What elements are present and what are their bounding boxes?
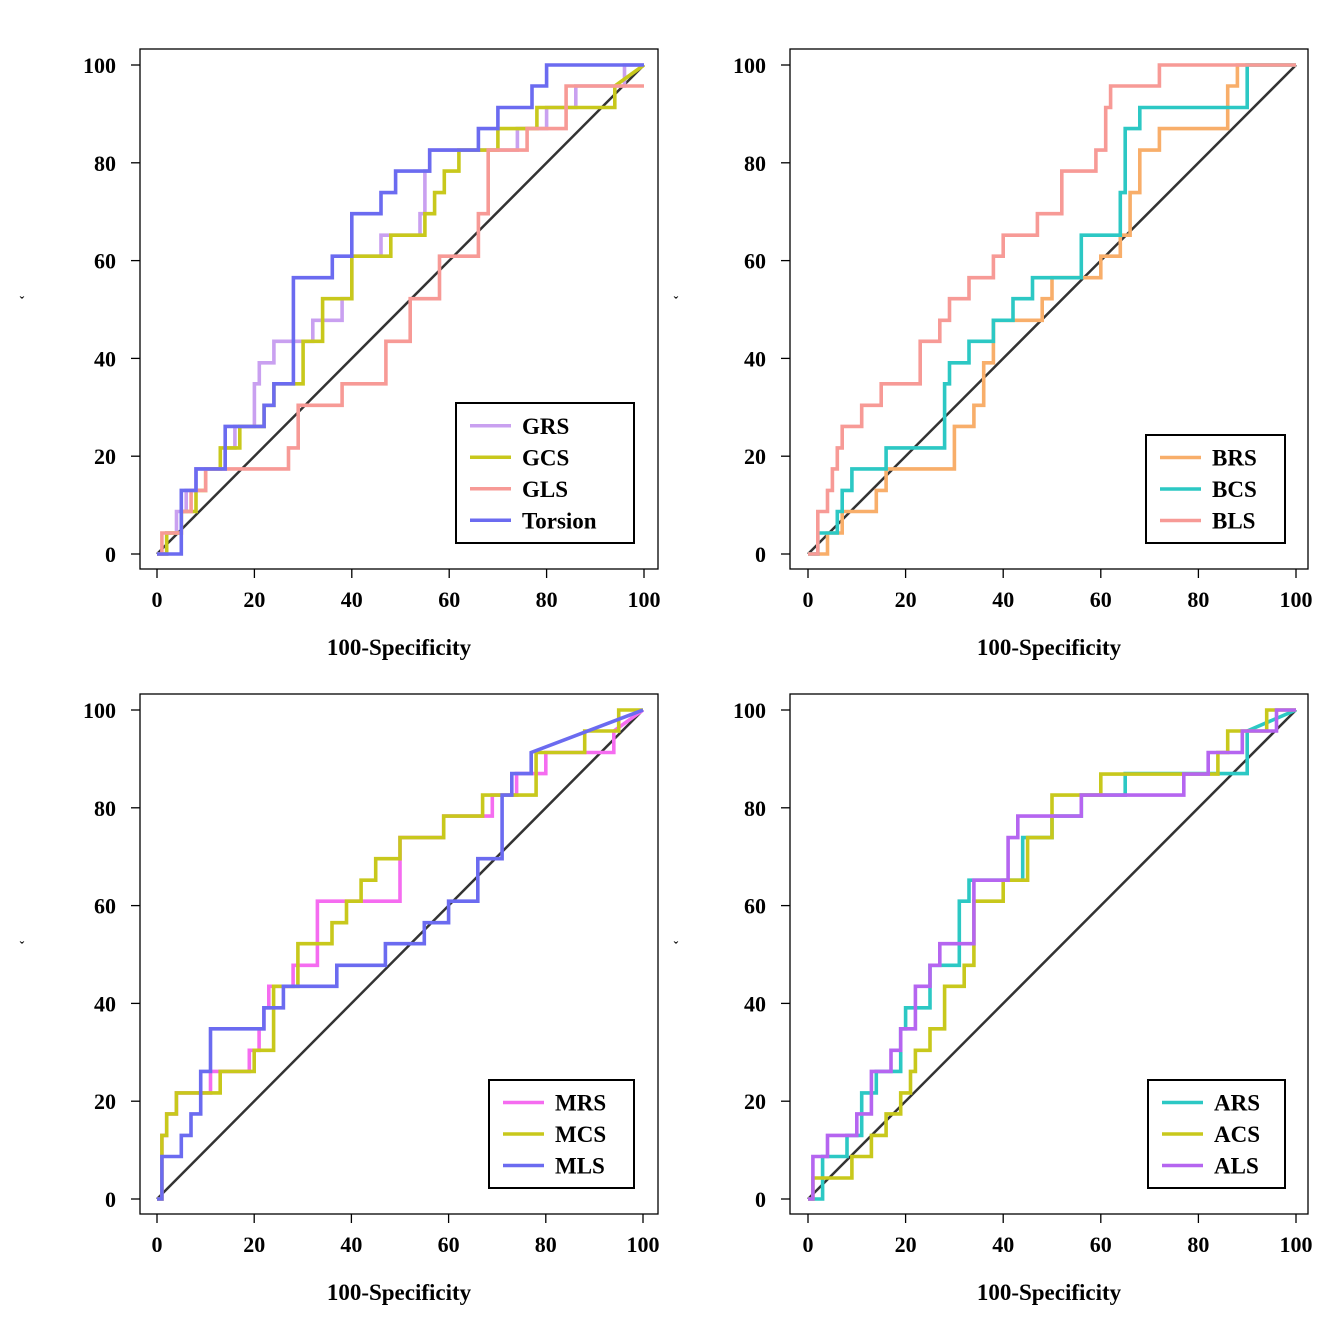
y-tick-label: 0 xyxy=(755,542,766,567)
reference-diagonal xyxy=(807,64,1297,555)
x-tick-label: 100 xyxy=(1280,1232,1313,1257)
roc-panel-1: 0 20 40 60 80 100 0 20 40 60 80 100 100-Specificity ˇ… xyxy=(20,48,661,660)
y-axis-title: ˇ xyxy=(20,940,25,955)
y-tick-label: 80 xyxy=(94,796,116,821)
x-tick-label: 20 xyxy=(243,1232,265,1257)
x-tick-label: 40 xyxy=(992,587,1014,612)
y-tick-label: 100 xyxy=(733,698,766,723)
x-axis-title: 100-Specificity xyxy=(977,635,1122,660)
series-line-acs xyxy=(808,708,1296,1201)
legend-label-grs: GRS xyxy=(522,414,569,439)
legend-label-gcs: GCS xyxy=(522,445,569,470)
y-tick-label: 20 xyxy=(744,444,766,469)
series-line-gls xyxy=(157,84,644,556)
plot-frame xyxy=(789,48,1309,570)
series-line-mcs xyxy=(157,708,643,1201)
roc-panel-4: 0 20 40 60 80 100 0 20 40 60 80 100 100-Specificity ˇ… xyxy=(674,693,1313,1305)
series-line-torsion xyxy=(157,63,644,556)
y-tick-label: 60 xyxy=(744,249,766,274)
legend-label-acs: ACS xyxy=(1214,1122,1260,1147)
y-tick-label: 80 xyxy=(744,796,766,821)
x-tick-label: 0 xyxy=(803,1232,814,1257)
x-tick-label: 40 xyxy=(340,1232,362,1257)
x-tick-label: 40 xyxy=(992,1232,1014,1257)
plot-frame xyxy=(139,48,659,570)
y-tick-label: 40 xyxy=(744,991,766,1016)
legend: GRS GCS GLS Torsion xyxy=(455,402,635,544)
y-tick-label: 80 xyxy=(744,151,766,176)
plot-frame xyxy=(789,693,1309,1215)
x-axis-title: 100-Specificity xyxy=(327,1280,472,1305)
legend: MRS MCS MLS xyxy=(488,1079,635,1189)
roc-panel-2: 0 20 40 60 80 100 0 20 40 60 80 100 100-Specificity ˇ… xyxy=(674,48,1313,660)
legend-label-als: ALS xyxy=(1214,1154,1259,1179)
x-tick-label: 20 xyxy=(895,1232,917,1257)
x-tick-label: 80 xyxy=(535,1232,557,1257)
y-tick-label: 0 xyxy=(755,1187,766,1212)
legend-label-bcs: BCS xyxy=(1212,477,1257,502)
y-axis-title: ˇ xyxy=(20,295,25,310)
legend-label-mls: MLS xyxy=(555,1154,605,1179)
x-axis-title: 100-Specificity xyxy=(327,635,472,660)
series-line-bcs xyxy=(808,63,1296,556)
legend: BRS BCS BLS xyxy=(1145,434,1286,544)
legend-label-ars: ARS xyxy=(1214,1091,1260,1116)
x-tick-label: 80 xyxy=(1187,587,1209,612)
y-tick-label: 0 xyxy=(105,1187,116,1212)
x-tick-label: 0 xyxy=(803,587,814,612)
legend-label-brs: BRS xyxy=(1212,446,1257,471)
series-line-bls xyxy=(808,63,1296,556)
y-tick-label: 60 xyxy=(744,894,766,919)
y-tick-label: 60 xyxy=(94,249,116,274)
x-tick-label: 20 xyxy=(895,587,917,612)
reference-diagonal xyxy=(156,709,644,1200)
x-tick-label: 60 xyxy=(438,1232,460,1257)
x-tick-label: 80 xyxy=(536,587,558,612)
series-line-brs xyxy=(808,63,1296,556)
plot-frame xyxy=(139,693,659,1215)
x-tick-label: 100 xyxy=(628,587,661,612)
x-tick-label: 60 xyxy=(438,587,460,612)
legend-label-bls: BLS xyxy=(1212,509,1255,534)
legend-label-gls: GLS xyxy=(522,477,568,502)
y-axis-title: ˇ xyxy=(674,940,679,955)
x-tick-label: 0 xyxy=(152,587,163,612)
y-tick-label: 80 xyxy=(94,151,116,176)
y-tick-label: 60 xyxy=(94,894,116,919)
legend: ARS ACS ALS xyxy=(1147,1079,1286,1189)
x-tick-label: 100 xyxy=(627,1232,660,1257)
y-tick-label: 100 xyxy=(733,53,766,78)
legend-label-torsion: Torsion xyxy=(522,508,597,533)
x-tick-label: 80 xyxy=(1187,1232,1209,1257)
y-tick-label: 20 xyxy=(94,1089,116,1114)
series-line-mls xyxy=(157,708,644,1201)
y-tick-label: 100 xyxy=(83,698,116,723)
reference-diagonal xyxy=(807,709,1297,1200)
y-tick-label: 40 xyxy=(94,346,116,371)
x-tick-label: 60 xyxy=(1090,1232,1112,1257)
series-line-als xyxy=(808,708,1296,1201)
x-tick-label: 20 xyxy=(243,587,265,612)
y-tick-label: 0 xyxy=(105,542,116,567)
legend-label-mrs: MRS xyxy=(555,1091,606,1116)
x-tick-label: 0 xyxy=(152,1232,163,1257)
y-tick-label: 100 xyxy=(83,53,116,78)
x-axis-title: 100-Specificity xyxy=(977,1280,1122,1305)
x-tick-label: 100 xyxy=(1280,587,1313,612)
y-tick-label: 40 xyxy=(744,346,766,371)
reference-diagonal xyxy=(156,64,645,555)
y-tick-label: 20 xyxy=(744,1089,766,1114)
y-tick-label: 40 xyxy=(94,991,116,1016)
x-tick-label: 40 xyxy=(341,587,363,612)
x-tick-label: 60 xyxy=(1090,587,1112,612)
y-tick-label: 20 xyxy=(94,444,116,469)
legend-label-mcs: MCS xyxy=(555,1122,606,1147)
y-axis-title: ˇ xyxy=(674,295,679,310)
roc-panel-3: 0 20 40 60 80 100 0 20 40 60 80 100 100-Specificity ˇ… xyxy=(20,693,660,1305)
